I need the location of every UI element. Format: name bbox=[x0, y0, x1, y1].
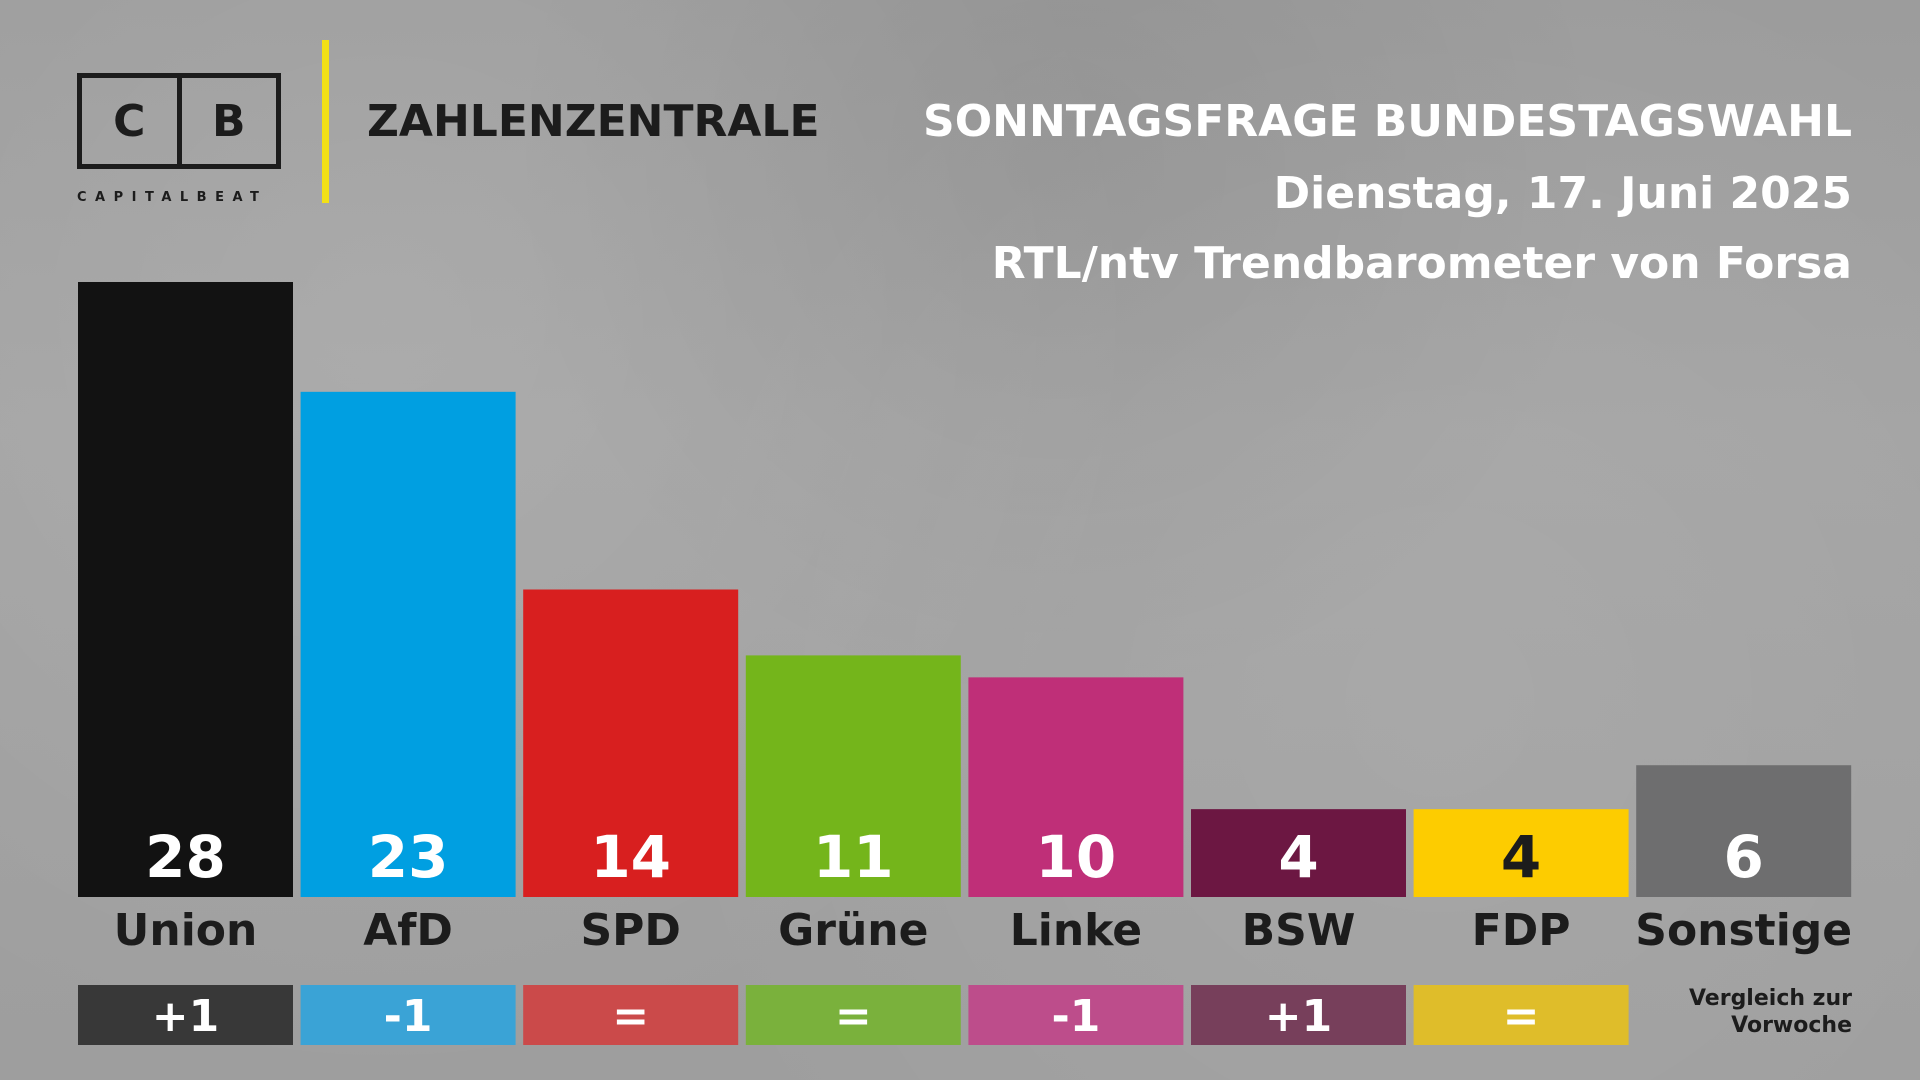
value-label-3: 11 bbox=[813, 823, 894, 891]
value-label-5: 4 bbox=[1278, 823, 1318, 891]
category-label-2: SPD bbox=[580, 905, 680, 956]
change-label-1: -1 bbox=[384, 991, 433, 1042]
change-box-6 bbox=[1413, 985, 1629, 1045]
change-box-4 bbox=[968, 985, 1184, 1045]
change-box-3 bbox=[745, 985, 961, 1045]
change-label-5: +1 bbox=[1265, 991, 1332, 1042]
bar-1 bbox=[300, 391, 516, 897]
category-label-3: Grüne bbox=[778, 905, 928, 956]
bar-7 bbox=[1636, 765, 1852, 897]
bar-5 bbox=[1191, 809, 1406, 897]
chart-date: Dienstag, 17. Juni 2025 bbox=[1273, 168, 1852, 219]
category-label-4: Linke bbox=[1010, 905, 1142, 956]
bar-6 bbox=[1413, 809, 1629, 897]
chart-title: SONNTAGSFRAGE BUNDESTAGSWAHL bbox=[923, 96, 1852, 147]
value-label-7: 6 bbox=[1724, 823, 1764, 891]
change-box-5 bbox=[1191, 985, 1406, 1045]
value-label-4: 10 bbox=[1036, 823, 1117, 891]
change-box-0 bbox=[78, 985, 293, 1045]
change-box-2 bbox=[523, 985, 739, 1045]
bar-2 bbox=[523, 589, 739, 897]
chart-source: RTL/ntv Trendbarometer von Forsa bbox=[991, 238, 1852, 289]
category-label-5: BSW bbox=[1242, 905, 1356, 956]
value-label-6: 4 bbox=[1501, 823, 1541, 891]
change-note: Vergleich zur Vorwoche bbox=[1688, 986, 1852, 1038]
change-label-0: +1 bbox=[152, 991, 219, 1042]
value-label-2: 14 bbox=[590, 823, 671, 891]
logo-letter-c: C bbox=[113, 95, 146, 147]
category-label-7: Sonstige bbox=[1635, 905, 1852, 956]
bar-0 bbox=[78, 282, 293, 897]
bar-3 bbox=[745, 655, 961, 897]
category-label-0: Union bbox=[114, 905, 258, 956]
change-label-6: = bbox=[1503, 991, 1540, 1042]
change-label-4: -1 bbox=[1051, 991, 1100, 1042]
value-label-1: 23 bbox=[368, 823, 449, 891]
brand-title: ZAHLENZENTRALE bbox=[367, 96, 820, 147]
bar-4 bbox=[968, 677, 1184, 897]
logo-letter-b: B bbox=[176, 78, 277, 164]
change-label-2: = bbox=[612, 991, 649, 1042]
capitalbeat-logo: C B bbox=[77, 73, 281, 169]
value-label-0: 28 bbox=[145, 823, 226, 891]
yellow-divider bbox=[322, 40, 329, 203]
change-label-3: = bbox=[835, 991, 872, 1042]
category-label-1: AfD bbox=[363, 905, 453, 956]
change-box-1 bbox=[300, 985, 516, 1045]
logo-subtitle: CAPITALBEAT bbox=[77, 190, 268, 205]
category-label-6: FDP bbox=[1472, 905, 1571, 956]
